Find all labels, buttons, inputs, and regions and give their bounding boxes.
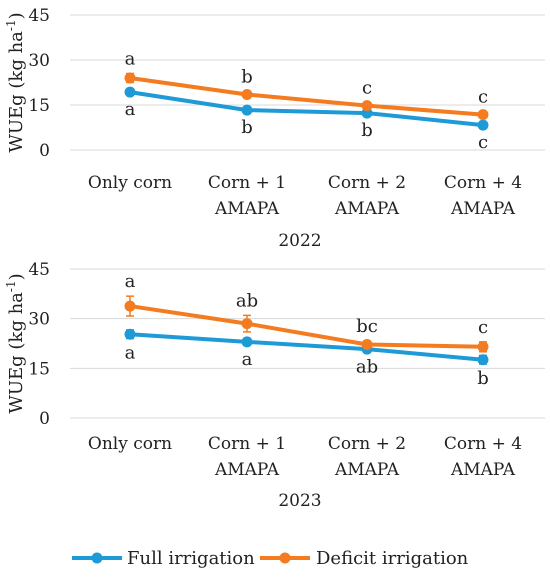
significance-letter: a bbox=[125, 99, 136, 120]
data-point bbox=[361, 100, 373, 112]
y-axis-title: WUEg (kg ha-1) bbox=[4, 12, 27, 152]
legend-label-deficit-irrigation: Deficit irrigation bbox=[316, 548, 469, 569]
series-line bbox=[129, 90, 484, 128]
x-category-label: AMAPA bbox=[214, 199, 280, 219]
y-tick-label: 0 bbox=[39, 409, 50, 429]
significance-letter: b bbox=[361, 120, 373, 141]
y-axis-title: WUEg (kg ha-1) bbox=[4, 273, 27, 413]
y-tick-label: 15 bbox=[28, 96, 50, 116]
x-category-label: Corn + 1 bbox=[208, 434, 286, 454]
data-point bbox=[124, 328, 136, 340]
series-line bbox=[129, 332, 484, 362]
data-point bbox=[241, 104, 253, 116]
y-tick-label: 45 bbox=[28, 260, 50, 280]
y-axis-title-close: ) bbox=[6, 12, 27, 19]
legend-marker-deficit-irrigation bbox=[279, 552, 291, 564]
data-point bbox=[361, 338, 373, 350]
data-point bbox=[241, 336, 253, 348]
legend-marker-full-irrigation bbox=[91, 552, 103, 564]
x-category-label: Only corn bbox=[88, 173, 172, 193]
significance-letter: ab bbox=[236, 290, 258, 311]
y-tick-label: 15 bbox=[28, 359, 50, 379]
data-point bbox=[124, 86, 136, 98]
data-point bbox=[477, 109, 489, 121]
y-tick-label: 30 bbox=[28, 51, 50, 71]
x-axis-title: 2022 bbox=[278, 231, 321, 251]
y-axis-title-close: ) bbox=[6, 273, 27, 280]
significance-letter: a bbox=[242, 349, 253, 370]
significance-letter: b bbox=[241, 117, 253, 138]
x-category-label: Corn + 4 bbox=[444, 434, 522, 454]
data-point bbox=[477, 119, 489, 131]
significance-letter: b bbox=[241, 67, 253, 88]
legend-label-full-irrigation: Full irrigation bbox=[127, 548, 255, 569]
significance-letter: a bbox=[125, 271, 136, 292]
data-point bbox=[477, 341, 489, 353]
x-category-label: Corn + 1 bbox=[208, 173, 286, 193]
significance-letter: b bbox=[477, 368, 489, 389]
x-category-label: Corn + 2 bbox=[328, 173, 406, 193]
data-point bbox=[241, 318, 253, 330]
data-point bbox=[241, 89, 253, 100]
significance-letter: c bbox=[478, 317, 488, 338]
significance-letter: bc bbox=[356, 316, 378, 337]
data-point bbox=[124, 72, 136, 84]
x-category-label: Corn + 2 bbox=[328, 434, 406, 454]
y-axis-title-main: WUEg (kg ha bbox=[6, 292, 27, 414]
x-category-label: AMAPA bbox=[334, 460, 400, 480]
y-axis-title-main: WUEg (kg ha bbox=[6, 31, 27, 153]
significance-letter: ab bbox=[356, 356, 378, 377]
x-category-label: Only corn bbox=[88, 434, 172, 454]
x-category-label: AMAPA bbox=[450, 199, 516, 219]
series-line bbox=[129, 304, 484, 349]
significance-letter: c bbox=[478, 87, 488, 108]
series-line bbox=[129, 76, 484, 117]
significance-letter: c bbox=[478, 132, 488, 153]
significance-letter: a bbox=[125, 49, 136, 70]
data-point bbox=[124, 300, 136, 312]
x-category-label: AMAPA bbox=[214, 460, 280, 480]
data-point bbox=[477, 354, 489, 366]
legend: Full irrigation Deficit irrigation bbox=[72, 548, 469, 569]
y-tick-label: 45 bbox=[28, 6, 50, 26]
significance-letter: a bbox=[125, 343, 136, 364]
significance-letter: c bbox=[362, 78, 372, 99]
x-category-label: AMAPA bbox=[334, 199, 400, 219]
x-category-label: Corn + 4 bbox=[444, 173, 522, 193]
x-axis-title: 2023 bbox=[278, 491, 321, 511]
y-tick-label: 30 bbox=[28, 310, 50, 330]
y-axis-title-sup: -1 bbox=[4, 19, 18, 31]
y-axis-title-sup: -1 bbox=[4, 280, 18, 292]
x-category-label: AMAPA bbox=[450, 460, 516, 480]
y-tick-label: 0 bbox=[39, 141, 50, 161]
